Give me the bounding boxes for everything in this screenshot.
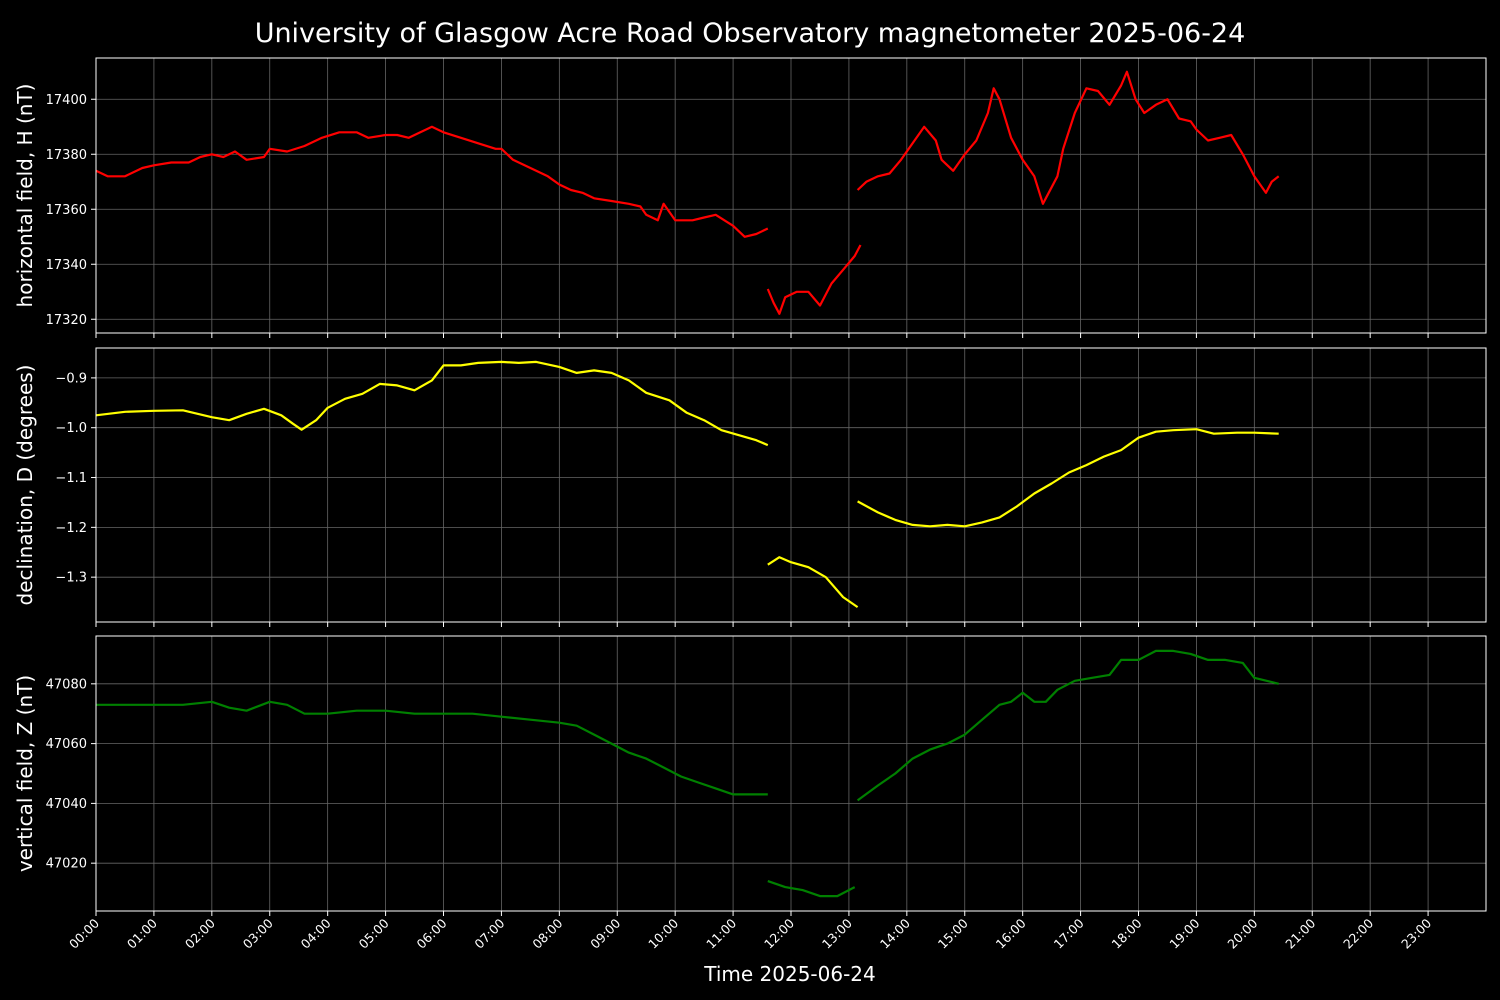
series-line [856, 649, 1279, 802]
y-tick-label: 47080 [46, 677, 87, 692]
y-tick-label: 47020 [46, 857, 87, 872]
series-line [857, 428, 1279, 528]
y-tick-label: 17340 [46, 258, 87, 273]
series-line [767, 556, 859, 609]
chart-title: University of Glasgow Acre Road Observat… [255, 18, 1246, 49]
y-tick-label: 47060 [46, 737, 87, 752]
panel-1: 17320 17340 17360 17380 17400 horizontal fiel… [13, 57, 1487, 338]
y-tick-label: −0.9 [55, 371, 87, 386]
y-axis-label: vertical field, Z (nT) [13, 675, 37, 872]
y-tick-label: −1.1 [55, 471, 87, 486]
series-line [856, 70, 1280, 205]
y-tick-label: −1.2 [55, 521, 87, 536]
series-line [96, 700, 768, 796]
y-tick-label: 17360 [46, 203, 87, 218]
panel-frame [95, 635, 1487, 912]
series-line [95, 125, 769, 238]
panel-frame [95, 347, 1487, 623]
y-tick-label: −1.0 [55, 421, 87, 436]
panel-2: −0.9 −1.0 −1.1 −1.2 −1.3 declination, D (degr… [13, 347, 1487, 627]
x-axis-label: Time 2025-06-24 [703, 962, 876, 986]
series-line [767, 880, 856, 898]
y-tick-label: 17380 [46, 148, 87, 163]
y-tick-label: 47040 [46, 797, 87, 812]
y-axis-label: horizontal field, H (nT) [13, 84, 37, 308]
y-tick-label: −1.3 [55, 571, 87, 586]
y-tick-label: 17320 [46, 313, 87, 328]
y-axis-label: declination, D (degrees) [13, 365, 37, 606]
panel-3: 47020 47040 47060 47080 vertical field, Z (n… [13, 635, 1487, 916]
series-line [766, 244, 862, 315]
series-line [95, 360, 769, 447]
panel-frame [95, 57, 1487, 334]
y-tick-label: 17400 [46, 93, 87, 108]
